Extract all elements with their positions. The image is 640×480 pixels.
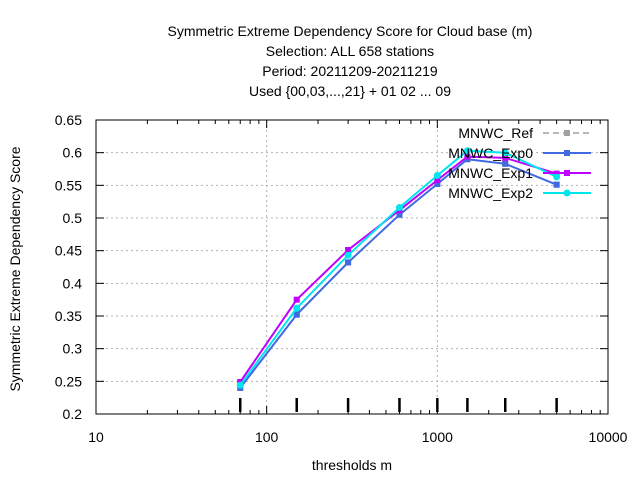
data-point [345,259,352,266]
legend: MNWC_Ref MNWC_Exp0 MNWC_Exp1 MNWC_Exp2 [448,125,591,201]
y-tick-label: 0.65 [55,112,82,128]
data-point [434,181,441,188]
data-point [395,204,403,212]
y-tick-label: 0.5 [63,210,83,226]
data-point [553,173,561,181]
plot-frame [95,119,609,415]
legend-label: MNWC_Ref [458,125,533,141]
y-tick-label: 0.45 [55,243,82,259]
legend-label: MNWC_Exp1 [448,165,533,181]
series-line-mnwc_exp0 [239,158,557,389]
data-point [464,153,471,160]
legend-swatch-marker [563,189,571,197]
x-tick-label: 10 [88,429,104,445]
threshold-markers [238,398,558,412]
y-tick-label: 0.3 [63,341,83,357]
legend-swatch-marker [564,150,570,156]
data-point [463,147,471,155]
data-point [293,311,300,318]
data-point [502,160,509,167]
title-line: Used {00,03,...,21} + 01 02 ... 09 [249,83,451,99]
data-point [501,149,509,157]
data-point [553,181,560,188]
axes: 0.2 0.25 0.3 0.35 0.4 0.45 0.5 0.55 0.6 0.65 10 100… [55,112,628,445]
y-tick-label: 0.4 [63,275,83,291]
x-axis-label: thresholds m [312,457,392,473]
legend-label: MNWC_Exp2 [448,185,533,201]
y-tick-label: 0.35 [55,308,82,324]
data-point [236,381,244,389]
series-lines [236,147,561,391]
title-line: Period: 20211209-20211219 [262,63,438,79]
y-tick-label: 0.6 [63,145,83,161]
data-point [293,304,301,312]
title-line: Symmetric Extreme Dependency Score for C… [168,23,533,39]
data-point [396,211,403,218]
chart-title: Symmetric Extreme Dependency Score for C… [168,23,533,99]
title-line: Selection: ALL 658 stations [266,43,434,59]
data-point [344,251,352,259]
data-point [502,154,509,161]
y-tick-label: 0.55 [55,177,82,193]
data-point [293,296,300,303]
data-point [434,177,441,184]
data-point [433,172,441,180]
y-tick-label: 0.25 [55,373,82,389]
y-axis-label: Symmetric Extreme Dependency Score [7,146,23,391]
series-line-mnwc_exp2 [239,149,558,386]
x-tick-label: 100 [255,429,279,445]
series-line-mnwc_exp1 [239,155,557,383]
x-tick-label: 1000 [422,429,453,445]
x-tick-label: 10000 [589,429,628,445]
legend-label: MNWC_Exp0 [448,145,533,161]
legend-swatch-marker [564,170,570,176]
data-point [345,247,352,254]
legend-swatch-marker [564,130,570,136]
y-tick-label: 0.2 [63,406,83,422]
